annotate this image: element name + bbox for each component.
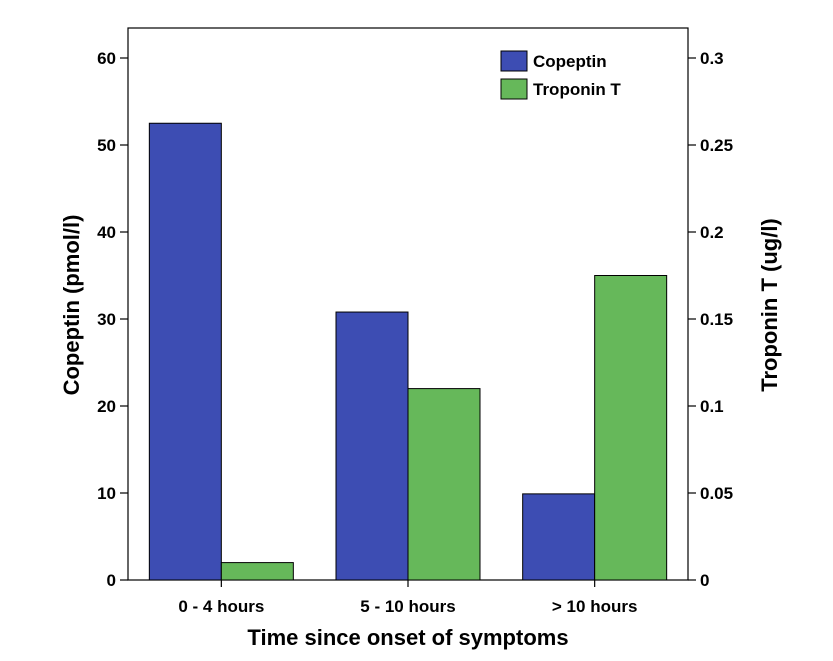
right-axis: 0 0.05 0.1 0.15 0.2 0.25 0.3	[688, 49, 733, 590]
legend-swatch-copeptin	[500, 50, 528, 72]
bars-layer	[148, 122, 668, 581]
right-tick-label: 0.2	[700, 223, 724, 242]
x-tick-label: 0 - 4 hours	[178, 597, 264, 616]
legend: Copeptin Troponin T	[500, 50, 621, 100]
x-axis-title: Time since onset of symptoms	[247, 625, 568, 650]
left-tick-label: 10	[97, 484, 116, 503]
bar-copeptin-1	[148, 122, 222, 581]
x-tick-label: 5 - 10 hours	[360, 597, 455, 616]
bar-copeptin-2	[335, 311, 409, 581]
right-tick-label: 0.05	[700, 484, 733, 503]
left-tick-label: 20	[97, 397, 116, 416]
left-axis: 0 10 20 30 40 50 60	[97, 49, 128, 590]
x-tick-label: > 10 hours	[552, 597, 638, 616]
left-tick-label: 50	[97, 136, 116, 155]
right-tick-label: 0.3	[700, 49, 724, 68]
right-tick-label: 0	[700, 571, 709, 590]
right-axis-title: Troponin T (ug/l)	[757, 218, 782, 392]
left-tick-label: 30	[97, 310, 116, 329]
bar-copeptin-3	[522, 493, 596, 581]
bar-troponin-t-2	[407, 388, 481, 581]
left-tick-label: 0	[107, 571, 116, 590]
legend-swatch-troponin	[500, 78, 528, 100]
legend-label-copeptin: Copeptin	[533, 52, 607, 71]
left-tick-label: 60	[97, 49, 116, 68]
bar-troponin-t-3	[594, 275, 668, 581]
right-tick-label: 0.1	[700, 397, 724, 416]
left-axis-title: Copeptin (pmol/l)	[59, 215, 84, 396]
x-axis: 0 - 4 hours 5 - 10 hours > 10 hours	[178, 580, 637, 616]
left-tick-label: 40	[97, 223, 116, 242]
legend-label-troponin: Troponin T	[533, 80, 621, 99]
right-tick-label: 0.15	[700, 310, 733, 329]
right-tick-label: 0.25	[700, 136, 733, 155]
bar-troponin-t-1	[220, 562, 294, 581]
